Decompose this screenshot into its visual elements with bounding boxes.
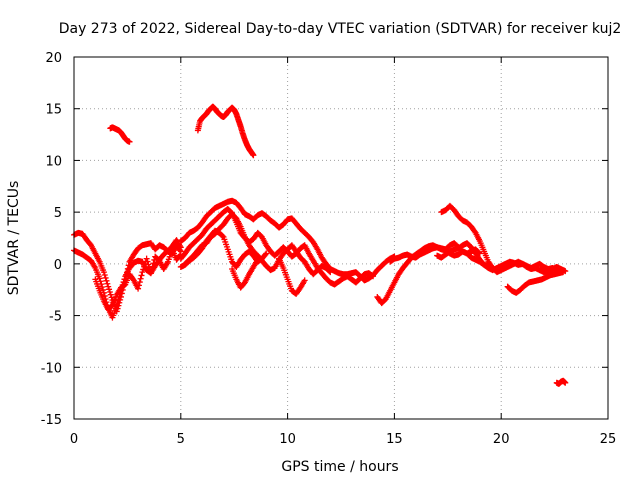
data-point: [105, 283, 112, 290]
data-point: [107, 291, 114, 298]
data-point: [145, 261, 152, 268]
y-tick-label: 0: [54, 258, 62, 273]
data-point: [126, 138, 133, 145]
data-point: [138, 272, 145, 279]
data-point: [141, 263, 148, 270]
x-axis-label: GPS time / hours: [281, 459, 398, 475]
data-point: [140, 266, 147, 273]
data-point: [254, 256, 261, 263]
axis-ticks: 0 5 10 15 20 25 -15 -10 -5 0 5 10 15 20: [41, 51, 617, 447]
data-point: [135, 282, 142, 289]
data-point: [263, 250, 270, 257]
data-point: [326, 268, 333, 275]
y-tick-label: 10: [45, 154, 62, 169]
series-arc-n: [504, 269, 567, 296]
y-tick-label: 20: [45, 51, 62, 66]
y-tick-label: 15: [45, 103, 62, 118]
data-point: [99, 284, 106, 291]
data-point: [135, 285, 142, 292]
data-point: [301, 277, 308, 284]
data-point: [176, 247, 183, 254]
data-point: [106, 288, 113, 295]
data-point: [113, 303, 120, 310]
data-point: [250, 152, 257, 159]
data-point: [104, 280, 111, 287]
series-arc-i: [276, 255, 308, 297]
y-tick-label: -10: [41, 361, 62, 376]
data-points: [71, 103, 569, 387]
data-point: [136, 279, 143, 286]
data-point: [150, 260, 157, 267]
data-point: [562, 379, 569, 386]
grid: [74, 57, 608, 419]
data-point: [148, 266, 155, 273]
y-axis-label: SDTVAR / TECUs: [6, 181, 22, 296]
x-tick-label: 5: [177, 432, 185, 447]
data-point: [262, 251, 269, 258]
y-tick-label: -15: [41, 413, 62, 428]
chart-title: Day 273 of 2022, Sidereal Day-to-day VTE…: [59, 21, 622, 37]
data-point: [101, 272, 108, 279]
data-point: [115, 297, 122, 304]
data-point: [370, 273, 377, 280]
series-arc-g: [177, 227, 270, 270]
y-tick-label: 5: [54, 206, 62, 221]
series-arc-o: [107, 124, 133, 145]
data-point: [103, 277, 110, 284]
y-tick-label: -5: [49, 310, 62, 325]
x-tick-label: 15: [386, 432, 403, 447]
series-arc-q: [553, 377, 569, 387]
data-point: [144, 258, 151, 265]
data-point: [143, 255, 150, 262]
data-point: [560, 269, 567, 276]
x-tick-label: 25: [600, 432, 617, 447]
plot-frame: [73, 56, 609, 420]
data-point: [102, 274, 109, 281]
data-point: [100, 269, 107, 276]
series-arc-p: [194, 103, 257, 159]
x-tick-label: 20: [493, 432, 510, 447]
data-point: [106, 286, 113, 293]
data-point: [149, 263, 156, 270]
data-point: [139, 269, 146, 276]
series-arc-h: [229, 256, 261, 291]
data-point: [147, 270, 154, 277]
data-point: [96, 275, 103, 282]
data-point: [137, 275, 144, 282]
x-tick-label: 0: [70, 432, 78, 447]
data-point: [327, 269, 334, 276]
data-point: [219, 233, 226, 240]
x-tick-label: 10: [279, 432, 296, 447]
series-arc-c: [92, 246, 184, 313]
